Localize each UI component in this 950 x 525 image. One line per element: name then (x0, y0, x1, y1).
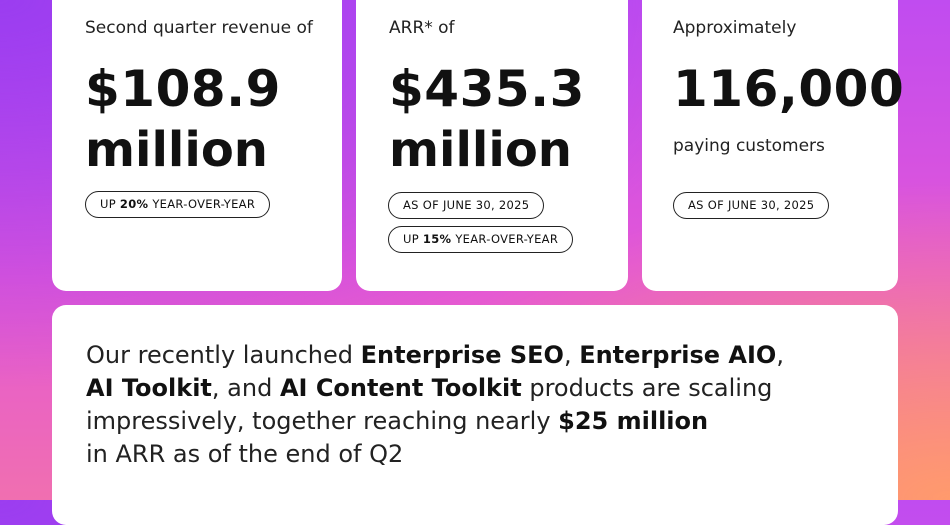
product-enterprise-aio: Enterprise AIO (579, 341, 777, 369)
badge-prefix: UP (100, 197, 120, 211)
revenue-unit: million (85, 122, 268, 178)
product-ai-content-toolkit: AI Content Toolkit (279, 374, 522, 402)
badge-highlight: 20% (119, 197, 149, 211)
arr-unit: million (389, 122, 572, 178)
arr-amount: $25 million (558, 407, 709, 435)
revenue-value: $108.9 (85, 60, 281, 118)
text-segment: products are scaling impressively, toget… (86, 374, 773, 435)
text-segment: in ARR as of the end of Q2 (86, 440, 404, 468)
arr-intro: ARR* of (389, 18, 455, 38)
customers-card: Approximately 116,000 paying customers A… (642, 0, 904, 291)
arr-card: ARR* of $435.3 million AS OF JUNE 30, 20… (356, 0, 628, 291)
text-segment: , and (211, 374, 280, 402)
customers-sub: paying customers (673, 136, 825, 156)
badge-suffix: YEAR-OVER-YEAR (148, 197, 256, 211)
text-segment: , (563, 341, 580, 369)
badge-suffix: YEAR-OVER-YEAR (451, 232, 559, 246)
badge-prefix: UP (403, 232, 423, 246)
revenue-card: Second quarter revenue of $108.9 million… (52, 0, 342, 291)
enterprise-products-card: Our recently launched Enterprise SEO, En… (52, 305, 898, 525)
arr-value: $435.3 (389, 60, 585, 118)
revenue-intro: Second quarter revenue of (85, 18, 313, 38)
text-segment: Our recently launched (86, 341, 361, 369)
enterprise-products-text: Our recently launched Enterprise SEO, En… (86, 339, 866, 471)
customers-date-badge: AS OF JUNE 30, 2025 (673, 192, 830, 219)
text-segment: , (776, 341, 784, 369)
revenue-growth-badge: UP 20% YEAR-OVER-YEAR (85, 191, 271, 218)
badge-highlight: 15% (422, 232, 452, 246)
product-enterprise-seo: Enterprise SEO (360, 341, 564, 369)
arr-growth-badge: UP 15% YEAR-OVER-YEAR (388, 226, 574, 253)
customers-intro: Approximately (673, 18, 797, 38)
customers-value: 116,000 (673, 60, 905, 118)
product-ai-toolkit: AI Toolkit (86, 374, 212, 402)
arr-date-badge: AS OF JUNE 30, 2025 (388, 192, 545, 219)
